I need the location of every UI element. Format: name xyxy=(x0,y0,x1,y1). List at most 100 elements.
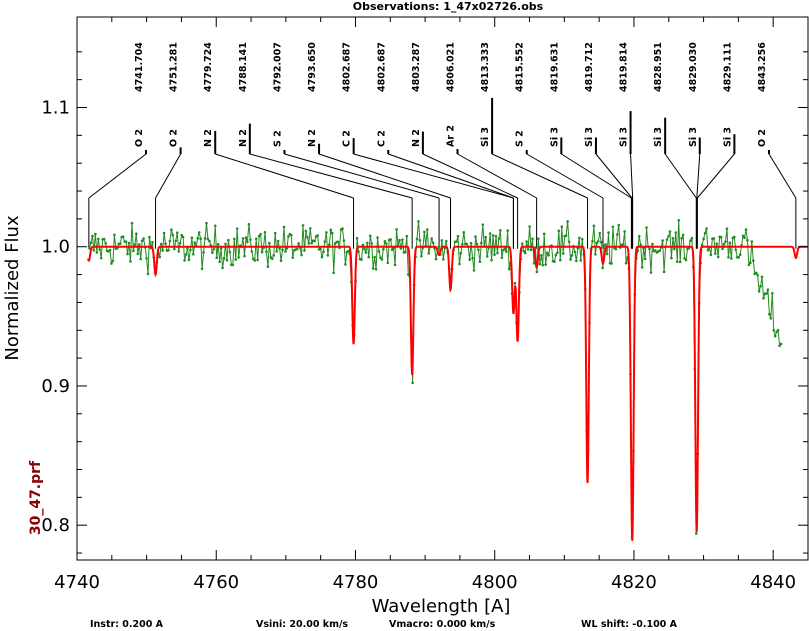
observed-point xyxy=(270,257,274,261)
observed-point xyxy=(561,252,565,255)
observed-point xyxy=(374,267,378,271)
observed-point xyxy=(772,329,776,332)
observed-point xyxy=(575,259,578,263)
axes-layer: 4740 4760 4780 4800 4820 4840 0.8 0.9 1.0 1.1 xyxy=(41,17,809,593)
observed-point xyxy=(235,227,239,230)
observed-point xyxy=(328,243,331,247)
y-tick-label: 1.1 xyxy=(41,98,70,119)
line-label-layer: 4741.704 O 2 4751.281 O 2 4779.724 N 2 4788.14… xyxy=(134,42,768,147)
observed-point xyxy=(722,242,726,246)
observed-point xyxy=(330,231,334,235)
observed-point xyxy=(592,224,596,228)
observed-point xyxy=(569,258,572,261)
observed-point xyxy=(382,247,385,251)
observed-point xyxy=(458,262,461,266)
observed-point xyxy=(91,234,94,238)
x-tick-label: 4820 xyxy=(611,572,657,593)
observed-point xyxy=(520,242,524,245)
observed-point xyxy=(405,234,409,238)
observed-point xyxy=(184,253,188,256)
observed-point xyxy=(139,257,142,261)
observed-point xyxy=(440,239,444,242)
observed-point xyxy=(503,247,507,251)
observed-point xyxy=(376,236,379,239)
observed-point xyxy=(113,233,116,237)
observed-point xyxy=(425,228,429,231)
observed-point xyxy=(673,247,676,251)
observed-point xyxy=(254,237,258,241)
observed-point xyxy=(442,258,445,261)
line-wavelength-label: 4806.021 xyxy=(446,42,457,92)
observed-point xyxy=(371,267,375,270)
line-wavelength-label: 4819.814 xyxy=(619,42,630,92)
observed-point xyxy=(716,255,720,259)
observed-point xyxy=(497,237,501,240)
observed-point xyxy=(614,247,618,251)
observed-point xyxy=(301,224,305,227)
line-wavelength-label: 4819.631 xyxy=(549,42,560,92)
observed-point xyxy=(728,241,732,245)
observed-point xyxy=(323,240,327,243)
observed-point xyxy=(266,265,270,268)
line-wavelength-label: 4815.552 xyxy=(515,42,526,92)
observed-point xyxy=(649,271,653,274)
x-axis-title: Wavelength [A] xyxy=(372,596,511,617)
observed-point xyxy=(475,242,479,246)
observed-point xyxy=(749,261,752,265)
observed-point xyxy=(124,240,128,243)
observed-point xyxy=(332,271,335,275)
observed-point xyxy=(140,239,144,243)
observed-point xyxy=(161,249,164,252)
observed-point xyxy=(570,253,574,257)
observed-point xyxy=(373,255,376,259)
observed-point xyxy=(257,234,261,238)
observed-point xyxy=(377,250,381,253)
observed-point xyxy=(674,231,678,234)
observed-point xyxy=(158,255,162,259)
line-wavelength-label: 4788.141 xyxy=(238,42,249,92)
observed-point xyxy=(658,249,662,252)
observed-point xyxy=(478,260,482,263)
observed-point xyxy=(418,238,422,242)
observed-point xyxy=(779,342,783,346)
x-tick-label: 4800 xyxy=(472,572,518,593)
observed-point xyxy=(219,247,223,250)
observed-point xyxy=(481,223,485,226)
observed-point xyxy=(637,234,641,238)
observed-point xyxy=(683,257,686,260)
observed-point xyxy=(395,228,398,231)
line-wavelength-label: 4813.333 xyxy=(480,42,491,92)
observed-point xyxy=(547,253,550,257)
observed-point xyxy=(341,227,344,230)
observed-point xyxy=(757,290,761,293)
observed-point xyxy=(227,238,230,242)
observed-point xyxy=(197,231,201,234)
observed-point xyxy=(282,225,286,229)
line-connector xyxy=(526,153,604,199)
observed-point xyxy=(246,240,249,244)
observed-point xyxy=(222,257,226,260)
observed-point xyxy=(500,256,504,260)
observed-point xyxy=(578,236,581,240)
observed-point xyxy=(232,237,236,241)
observed-point xyxy=(142,237,145,240)
line-connector xyxy=(284,153,440,199)
observed-point xyxy=(456,234,460,238)
observed-point xyxy=(643,257,647,261)
observed-point xyxy=(174,239,178,243)
observed-point xyxy=(322,250,325,254)
observed-point xyxy=(529,248,533,252)
observed-point xyxy=(135,232,138,235)
line-ion-label: N 2 xyxy=(203,129,214,147)
observed-point xyxy=(129,260,132,263)
observed-point xyxy=(474,235,477,238)
line-connector xyxy=(696,153,735,199)
observed-point xyxy=(121,235,125,239)
line-ion-label: Si 3 xyxy=(722,127,733,147)
observed-point xyxy=(427,251,431,255)
observed-point xyxy=(768,312,771,316)
footer-instr: Instr: 0.200 A xyxy=(90,619,164,630)
observed-point xyxy=(668,230,672,233)
observed-point xyxy=(326,254,330,257)
